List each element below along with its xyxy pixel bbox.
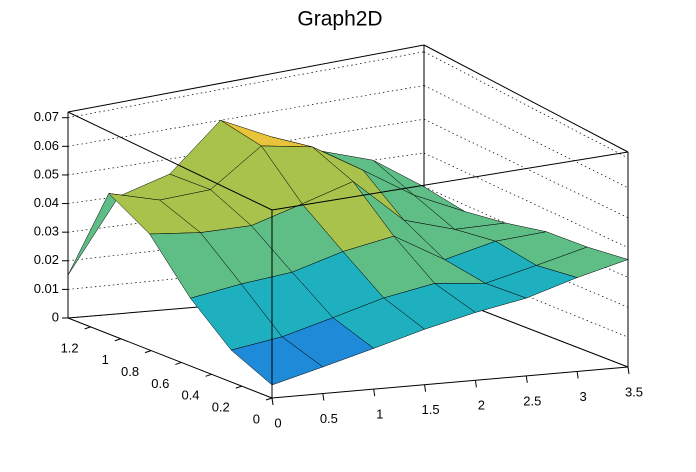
tick-mark (576, 371, 579, 379)
y-tick-label: 0.4 (181, 388, 199, 403)
y-tick-label: 0.8 (121, 364, 139, 379)
z-tick-label: 0.07 (34, 109, 59, 124)
x-tick-label: 3.5 (625, 384, 643, 399)
z-tick-label: 0 (52, 309, 59, 324)
z-tick-label: 0.05 (34, 166, 59, 181)
tick-mark (175, 361, 182, 365)
x-tick-label: 0.5 (320, 411, 338, 426)
tick-mark (235, 385, 242, 389)
grid-line (423, 186, 629, 278)
x-tick-label: 0 (274, 415, 281, 430)
z-tick-label: 0.03 (34, 224, 59, 239)
y-tick-label: 1.2 (61, 340, 79, 355)
tick-mark (373, 389, 376, 397)
grid-line (423, 51, 629, 159)
x-tick-label: 3 (580, 389, 587, 404)
tick-mark (84, 326, 91, 330)
box-edge (423, 44, 629, 153)
grid-line (67, 186, 425, 233)
z-tick-label: 0.06 (34, 138, 59, 153)
tick-mark (474, 380, 477, 388)
box-edge (271, 366, 629, 399)
tick-mark (144, 350, 152, 354)
chart-title: Graph2D (297, 8, 382, 31)
y-tick-label: 0.6 (151, 376, 169, 391)
x-tick-label: 1 (376, 407, 383, 422)
surface-cell (230, 336, 324, 386)
z-tick-label: 0.04 (34, 195, 59, 210)
x-tick-label: 1.5 (422, 402, 440, 417)
grid-line (423, 85, 629, 189)
y-tick-label: 0 (253, 411, 260, 426)
box-edge (271, 151, 629, 211)
grid-line (67, 220, 425, 262)
grid-line (423, 152, 629, 248)
tick-mark (525, 375, 528, 383)
box-edge (67, 44, 425, 113)
y-tick-label: 1 (102, 352, 109, 367)
tick-mark (271, 397, 274, 406)
y-tick-label: 0.2 (212, 400, 230, 415)
tick-mark (322, 393, 325, 401)
tick-mark (114, 338, 122, 342)
grid-line (67, 85, 425, 147)
tick-mark (205, 373, 212, 377)
z-tick-label: 0.01 (34, 281, 59, 296)
box-edge (67, 111, 273, 211)
grid-line (67, 51, 425, 119)
tick-mark (265, 397, 273, 401)
z-tick-label: 0.02 (34, 252, 59, 267)
box-edge (67, 317, 273, 399)
x-tick-label: 2.5 (523, 393, 541, 408)
tick-mark (627, 366, 630, 375)
tick-mark (424, 384, 427, 392)
x-tick-label: 2 (478, 398, 485, 413)
